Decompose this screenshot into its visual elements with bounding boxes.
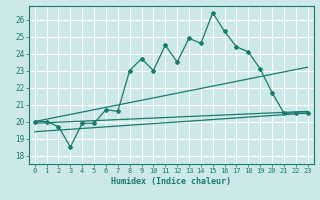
X-axis label: Humidex (Indice chaleur): Humidex (Indice chaleur): [111, 177, 231, 186]
